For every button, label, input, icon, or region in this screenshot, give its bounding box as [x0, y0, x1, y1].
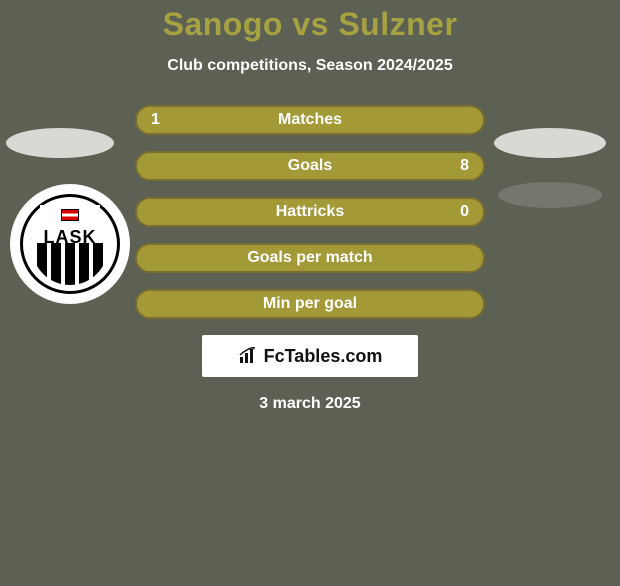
- player-right-shadow-2: [498, 182, 602, 208]
- date-text: 3 march 2025: [0, 395, 620, 413]
- stat-label: Matches: [278, 111, 342, 129]
- stat-right-value: 8: [460, 157, 469, 175]
- subtitle: Club competitions, Season 2024/2025: [0, 57, 620, 75]
- stat-label: Min per goal: [263, 295, 357, 313]
- player-right-shadow: [494, 128, 606, 158]
- club-badge: LASK: [10, 184, 130, 304]
- root: Sanogo vs Sulzner Club competitions, Sea…: [0, 6, 620, 586]
- stat-label: Hattricks: [276, 203, 344, 221]
- austria-flag-icon: [61, 209, 79, 221]
- lask-logo: LASK: [20, 194, 120, 294]
- stat-row-goals-per-match: Goals per match: [135, 243, 485, 273]
- stat-row-min-per-goal: Min per goal: [135, 289, 485, 319]
- stat-row-hattricks: Hattricks 0: [135, 197, 485, 227]
- fctables-text: FcTables.com: [264, 346, 383, 367]
- lask-stripes-icon: [32, 243, 108, 285]
- stat-right-value: 0: [460, 203, 469, 221]
- stat-row-goals: Goals 8: [135, 151, 485, 181]
- stat-left-value: 1: [151, 111, 160, 129]
- fctables-logo[interactable]: FcTables.com: [202, 335, 418, 377]
- stat-label: Goals: [288, 157, 332, 175]
- barchart-icon: [238, 347, 260, 365]
- page-title: Sanogo vs Sulzner: [0, 6, 620, 43]
- stat-row-matches: Matches 1: [135, 105, 485, 135]
- player-left-shadow: [6, 128, 114, 158]
- stat-label: Goals per match: [247, 249, 372, 267]
